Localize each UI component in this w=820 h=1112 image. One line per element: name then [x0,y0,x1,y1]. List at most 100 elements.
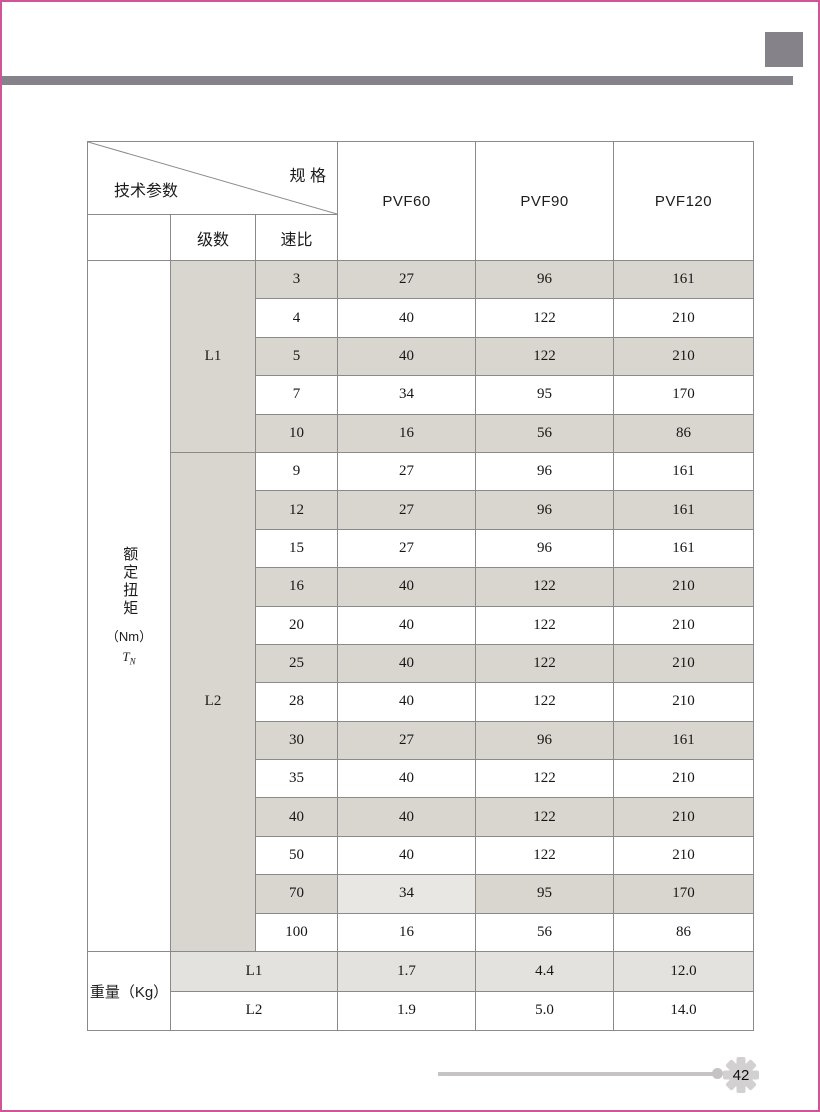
value-cell: 122 [475,835,614,876]
page-number: 42 [732,1067,750,1084]
header-row-2: 级数 速比 [87,214,754,261]
value-cell: 96 [475,720,614,761]
weight-value-cell: 12.0 [613,951,754,992]
weight-value-cell: 5.0 [475,990,614,1032]
value-cell: 27 [337,490,476,530]
column-header-pvf60: PVF60 [337,141,476,261]
stage-cell: L1 [170,260,256,453]
value-cell: 27 [337,451,476,492]
table-row: 额定扭矩 （Nm） TN L1 3 27 96 161 [87,259,754,953]
weight-row: L2 1.9 5.0 14.0 [88,990,754,1032]
diagonal-divider [88,142,337,214]
weight-value-cell: 1.9 [337,990,476,1032]
value-cell: 122 [475,759,614,799]
value-cell: 95 [475,874,614,914]
value-cell: 27 [337,259,476,300]
value-cell: 96 [475,259,614,300]
ratio-cell: 100 [255,912,338,953]
value-cell: 122 [475,336,614,377]
weight-label-cell: 重量（Kg） [87,951,171,1032]
table-row: 25 40 122 210 [88,643,754,684]
value-cell: 95 [475,375,614,415]
corner-header-cell: 规 格 技术参数 [87,141,338,215]
spec-table: 规 格 技术参数 PVF60 PVF90 PVF120 级数 速比 额定扭矩 （N… [87,141,754,1032]
value-cell: 210 [613,643,754,684]
ratio-cell: 7 [255,375,338,415]
page-number-gear-icon: 42 [722,1056,760,1094]
value-cell: 86 [613,912,754,953]
value-cell: 16 [337,413,476,453]
value-cell: 210 [613,567,754,607]
subheader-stage: 级数 [170,214,256,261]
value-cell: 170 [613,874,754,914]
value-cell: 40 [337,682,476,722]
torque-unit: （Nm） [105,628,153,644]
value-cell: 122 [475,643,614,684]
header-rule [2,76,793,85]
value-cell: 96 [475,451,614,492]
value-cell: 27 [337,528,476,569]
value-cell: 40 [337,835,476,876]
table-row: 50 40 122 210 [88,835,754,876]
weight-value-cell: 14.0 [613,990,754,1032]
value-cell: 210 [613,797,754,837]
value-cell: 161 [613,259,754,300]
weight-stage-cell: L2 [170,990,338,1032]
value-cell: 40 [337,605,476,645]
weight-stage-cell: L1 [170,951,338,992]
table-row: 7 34 95 170 [88,375,754,415]
ratio-cell: 12 [255,490,338,530]
ratio-cell: 9 [255,451,338,492]
value-cell: 40 [337,643,476,684]
ratio-cell: 25 [255,643,338,684]
value-cell: 161 [613,720,754,761]
footer-rule-dot [712,1068,723,1079]
ratio-cell: 4 [255,298,338,338]
table-row: 70 34 95 170 [88,874,754,914]
header-corner-block [765,32,803,67]
ratio-cell: 3 [255,259,338,300]
torque-group-label: 额定扭矩 （Nm） TN [87,259,171,953]
table-row: 16 40 122 210 [88,567,754,607]
ratio-cell: 28 [255,682,338,722]
weight-value-cell: 4.4 [475,951,614,992]
value-cell: 210 [613,759,754,799]
ratio-cell: 20 [255,605,338,645]
ratio-cell: 35 [255,759,338,799]
value-cell: 96 [475,528,614,569]
value-cell: 56 [475,912,614,953]
value-cell: 40 [337,797,476,837]
footer-rule [438,1072,718,1076]
column-header-pvf90: PVF90 [475,141,614,261]
value-cell: 96 [475,490,614,530]
table-row: 30 27 96 161 [88,720,754,761]
table-row: 15 27 96 161 [88,528,754,569]
corner-label-tech-params: 技术参数 [114,183,179,200]
ratio-cell: 30 [255,720,338,761]
value-cell: 40 [337,336,476,377]
weight-value-cell: 1.7 [337,951,476,992]
value-cell: 122 [475,605,614,645]
value-cell: 122 [475,682,614,722]
torque-label-text: 额定扭矩 [121,545,139,618]
value-cell: 16 [337,912,476,953]
value-cell: 40 [337,567,476,607]
value-cell: 122 [475,298,614,338]
value-cell: 210 [613,682,754,722]
table-row: 100 16 56 86 [88,912,754,953]
gear-icon [723,1057,759,1093]
value-cell: 34 [337,874,476,914]
value-cell: 210 [613,605,754,645]
ratio-cell: 50 [255,835,338,876]
table-row: L2 9 27 96 161 [88,451,754,953]
value-cell: 161 [613,490,754,530]
value-cell: 86 [613,413,754,453]
corner-label-spec: 规 格 [289,168,326,185]
value-cell: 170 [613,375,754,415]
torque-symbol: TN [122,648,136,667]
column-header-pvf120: PVF120 [613,141,754,261]
weight-row: 重量（Kg） L1 1.7 4.4 12.0 [87,951,754,1032]
value-cell: 210 [613,336,754,377]
value-cell: 210 [613,835,754,876]
